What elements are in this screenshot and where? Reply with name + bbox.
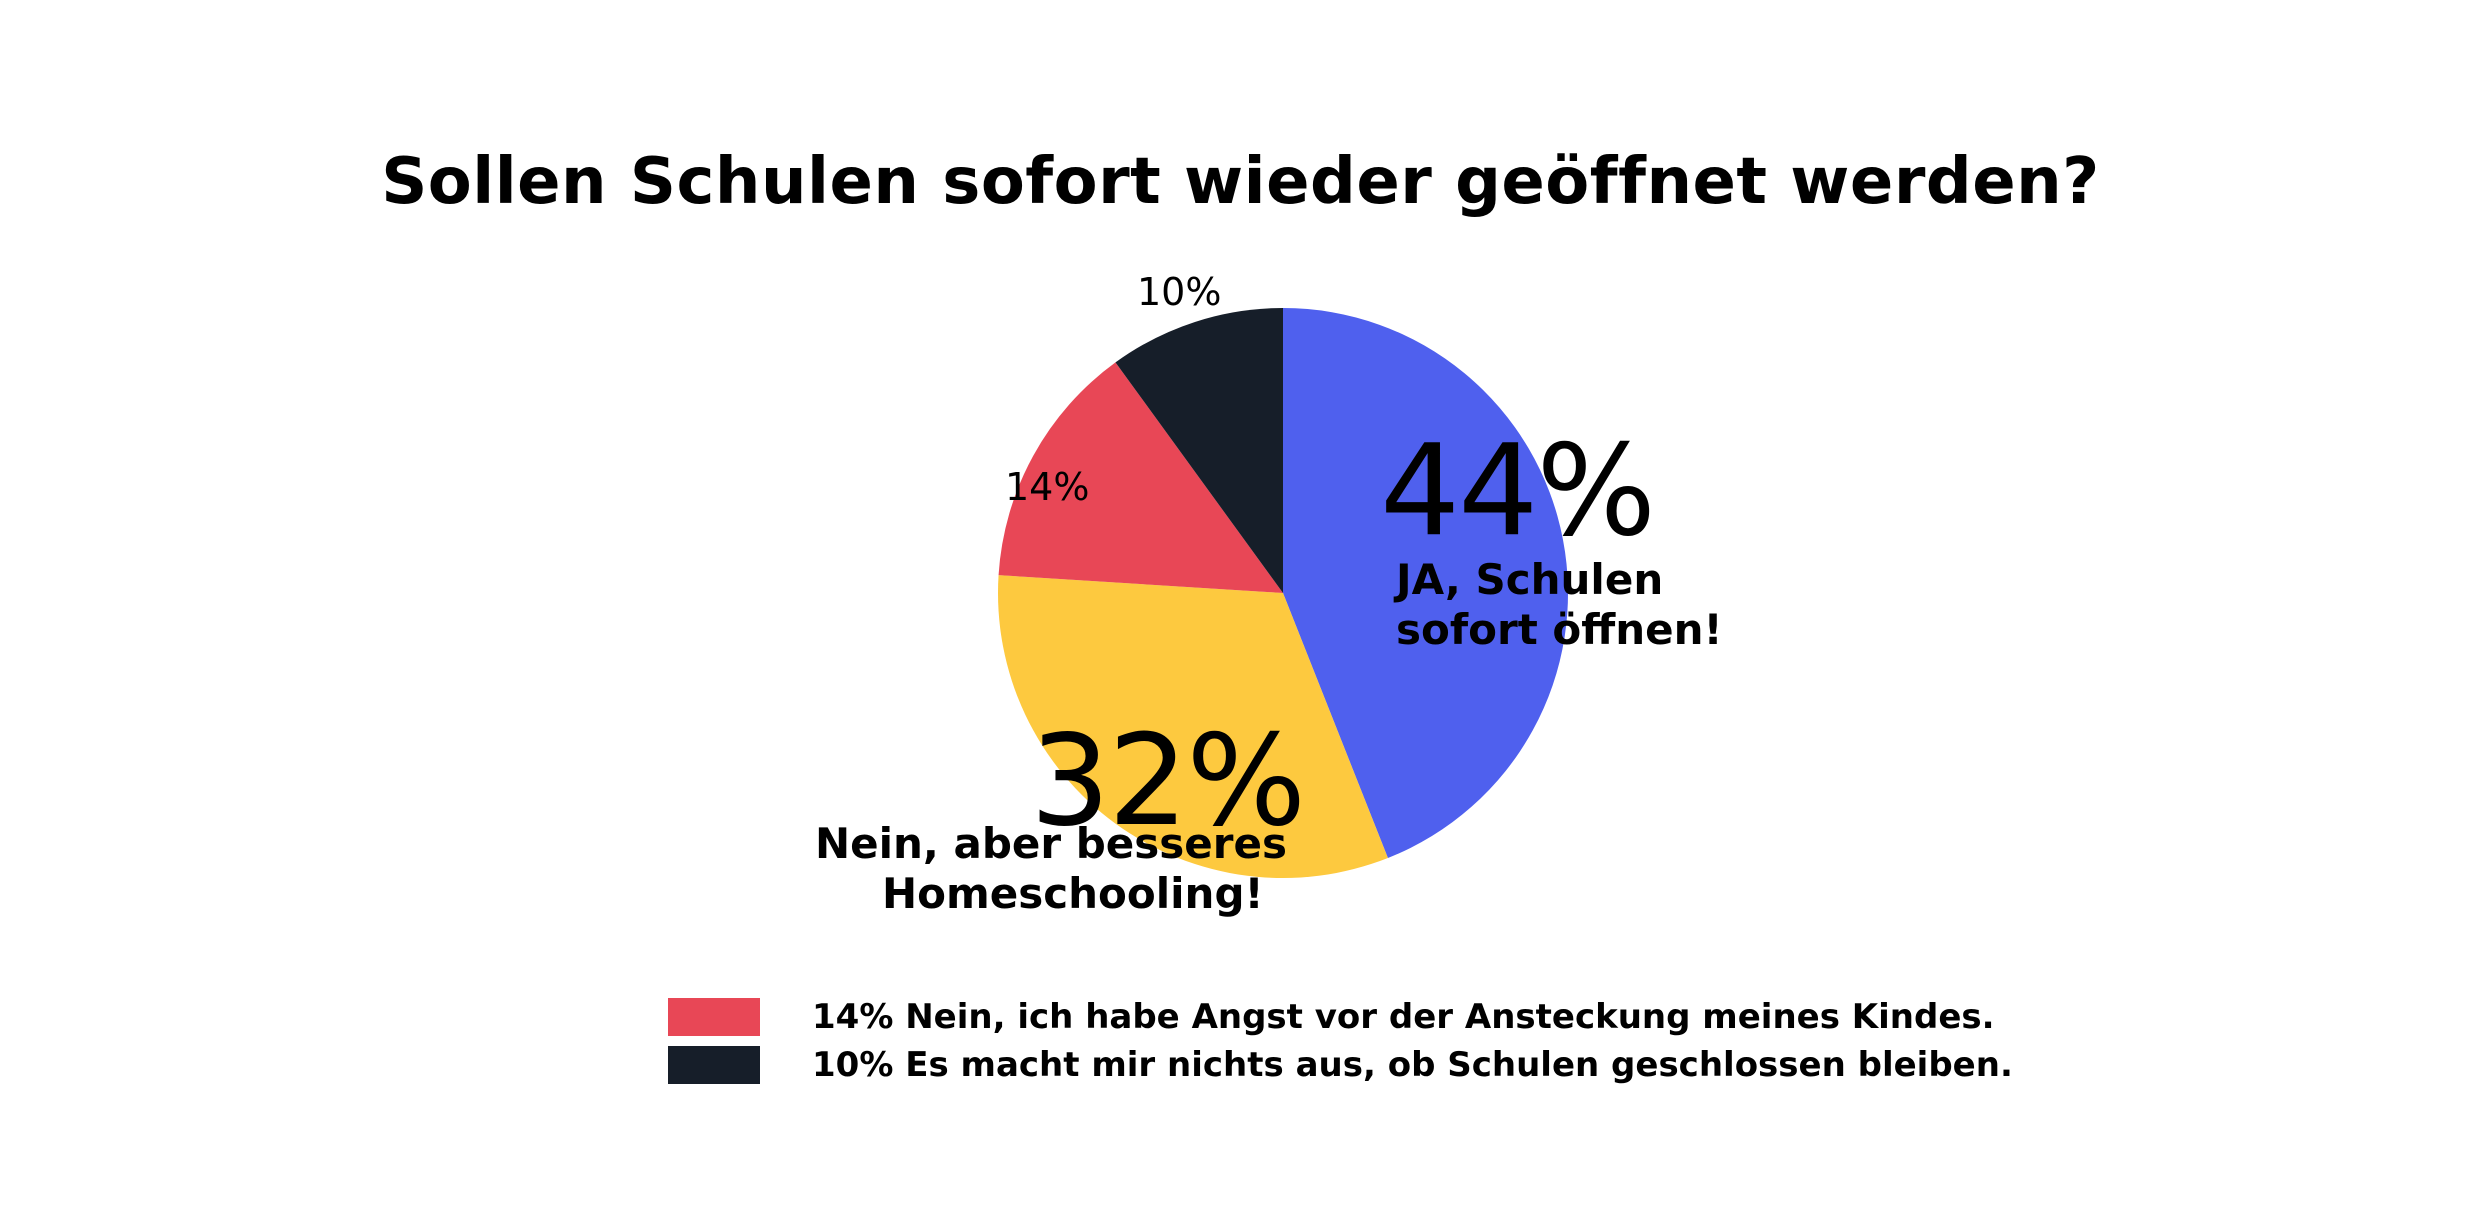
legend-swatch-angst xyxy=(668,998,760,1036)
legend-text-egal: 10% Es macht mir nichts aus, ob Schulen … xyxy=(812,1045,2013,1085)
slice-label-homeschooling-line1: Nein, aber besseres xyxy=(815,819,1287,868)
slice-value-label-egal: 10% xyxy=(1137,270,1222,314)
pie-slice-angst xyxy=(998,362,1283,593)
slice-value-label-ja: 44% xyxy=(1380,417,1656,564)
pie-slice-homeschooling xyxy=(997,575,1388,879)
pie-slice-egal xyxy=(1115,308,1283,593)
slice-label-ja-line2: sofort öffnen! xyxy=(1396,605,1723,654)
slice-value-label-angst: 14% xyxy=(1005,465,1090,509)
slice-label-homeschooling-line2: Homeschooling! xyxy=(882,869,1264,918)
legend-text-angst: 14% Nein, ich habe Angst vor der Ansteck… xyxy=(812,997,1995,1037)
pie-slice-ja xyxy=(1283,308,1569,858)
slice-label-ja-line1: JA, Schulen xyxy=(1396,555,1664,604)
legend-swatch-egal xyxy=(668,1046,760,1084)
slice-value-label-homeschooling: 32% xyxy=(1030,707,1306,854)
chart-title: Sollen Schulen sofort wieder geöffnet we… xyxy=(381,145,2100,219)
pie-slices xyxy=(997,308,1569,879)
